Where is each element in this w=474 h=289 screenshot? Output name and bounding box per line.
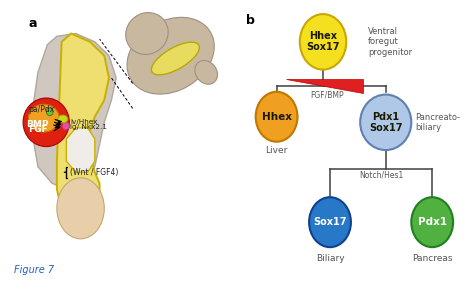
Polygon shape <box>66 128 95 172</box>
Polygon shape <box>57 34 109 222</box>
Polygon shape <box>286 79 363 93</box>
Text: (Wnt / FGF4): (Wnt / FGF4) <box>71 168 119 177</box>
Text: b: b <box>246 14 255 27</box>
Ellipse shape <box>23 98 69 147</box>
Text: Biliary: Biliary <box>316 254 344 263</box>
Text: Pancreato-
biliary: Pancreato- biliary <box>415 113 460 132</box>
Text: a: a <box>28 17 37 30</box>
Text: Ventral
foregut
progenitor: Ventral foregut progenitor <box>368 27 412 57</box>
Text: Sox17: Sox17 <box>313 217 347 227</box>
Text: BMP: BMP <box>26 120 49 129</box>
Ellipse shape <box>28 104 59 132</box>
Text: FGF: FGF <box>27 125 47 134</box>
Polygon shape <box>33 34 116 189</box>
Text: Pdx1: Pdx1 <box>418 217 447 227</box>
Ellipse shape <box>195 60 218 84</box>
Ellipse shape <box>151 42 200 75</box>
Text: Pancreas: Pancreas <box>412 254 453 263</box>
Ellipse shape <box>309 197 351 247</box>
Text: lg/ Nkx2.1: lg/ Nkx2.1 <box>70 124 107 130</box>
Text: Liver: Liver <box>265 146 288 155</box>
Text: Notch/Hes1: Notch/Hes1 <box>359 171 403 180</box>
Ellipse shape <box>46 108 53 116</box>
Ellipse shape <box>58 115 68 123</box>
Ellipse shape <box>62 122 70 130</box>
Text: Figure 7: Figure 7 <box>14 265 55 275</box>
Text: Hhex
Sox17: Hhex Sox17 <box>306 31 340 52</box>
Ellipse shape <box>411 197 453 247</box>
Ellipse shape <box>255 92 298 142</box>
Ellipse shape <box>300 14 346 70</box>
Text: FGF/BMP: FGF/BMP <box>310 90 344 99</box>
Ellipse shape <box>57 178 104 239</box>
Ellipse shape <box>126 13 168 54</box>
Text: Pdx1
Sox17: Pdx1 Sox17 <box>369 112 402 133</box>
Text: Hhex: Hhex <box>262 112 292 122</box>
Text: pa/Pdx: pa/Pdx <box>28 105 55 114</box>
Ellipse shape <box>127 17 214 94</box>
Text: lv/Hhex: lv/Hhex <box>70 119 97 125</box>
Ellipse shape <box>360 95 411 150</box>
